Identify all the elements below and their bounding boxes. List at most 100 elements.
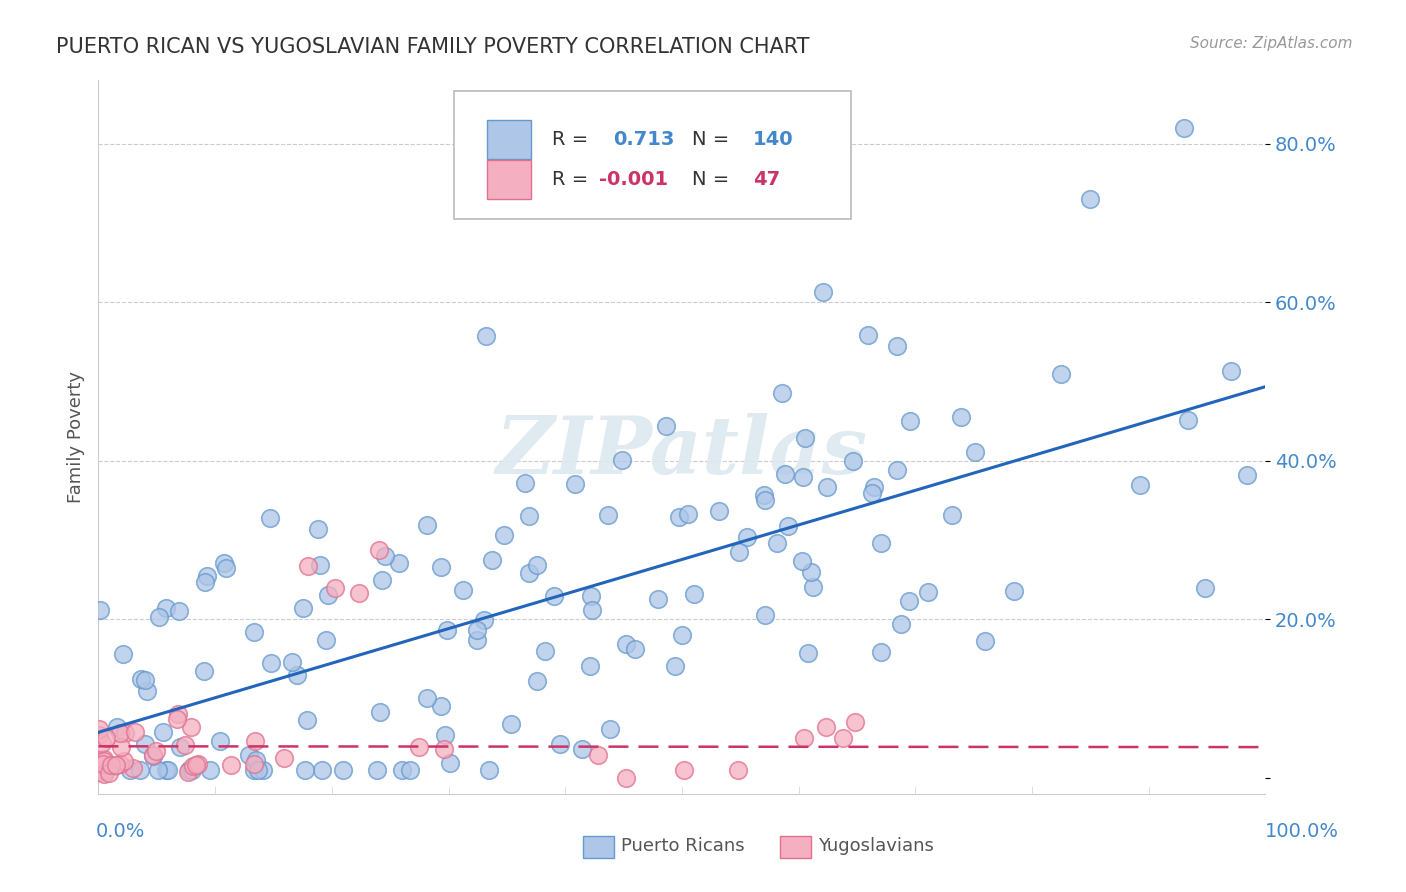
Point [152,724,174,739]
Bar [486,120,531,159]
Point [790,554,813,568]
Point [311,763,333,777]
Point [174,738,197,752]
Point [800,565,823,579]
Point [599,722,621,736]
Point [281,656,304,670]
Point [676,508,699,522]
Point [122,761,145,775]
Point [869,645,891,659]
Point [91,756,114,771]
Point [898,414,921,428]
Point [610,453,633,467]
Point [477,763,499,777]
Point [259,511,281,525]
Text: R =: R = [553,129,589,149]
Point [803,580,825,594]
Point [481,552,503,566]
Point [465,623,488,637]
Point [579,659,602,673]
Point [200,763,222,777]
Point [655,419,678,434]
Point [368,705,391,719]
Point [548,738,571,752]
Point [285,668,308,682]
Point [1236,468,1258,483]
Point [166,706,188,721]
Point [238,748,260,763]
Point [673,763,696,777]
Point [797,646,820,660]
Point [1194,581,1216,595]
Point [112,754,135,768]
Point [973,633,995,648]
Point [564,477,586,491]
Point [193,665,215,679]
Point [295,713,318,727]
Text: N =: N = [692,129,730,149]
Text: Yugoslavians: Yugoslavians [818,837,934,855]
Point [166,713,188,727]
Point [366,763,388,777]
Point [215,561,238,575]
Point [89,763,111,777]
Point [307,522,329,536]
Text: 100.0%: 100.0% [1264,822,1339,841]
Point [252,763,274,777]
Point [135,683,157,698]
Point [391,763,413,777]
Point [1220,364,1243,378]
Point [586,747,609,762]
Point [87,722,110,736]
Point [169,739,191,754]
Point [886,339,908,353]
Point [332,763,354,777]
Point [526,673,548,688]
Point [844,714,866,729]
Point [965,444,987,458]
Point [571,742,593,756]
Point [898,594,921,608]
Point [177,765,200,780]
Point [118,763,141,777]
Point [243,757,266,772]
Point [858,328,880,343]
Point [513,476,536,491]
Point [579,589,602,603]
Point [177,763,200,777]
Point [1080,192,1102,206]
Point [831,731,853,745]
Point [105,720,128,734]
Point [93,766,115,780]
Point [408,740,430,755]
Point [793,430,815,444]
Point [436,623,458,637]
Point [683,587,706,601]
Point [815,720,838,734]
Point [89,603,111,617]
Point [430,699,453,714]
Point [316,588,339,602]
Point [439,756,461,770]
Point [181,758,204,772]
Point [243,763,266,777]
Point [842,454,865,468]
Point [93,752,115,766]
Point [778,519,800,533]
Point [543,589,565,603]
Point [96,731,118,746]
Point [114,725,136,739]
Point [811,285,834,300]
Point [475,328,498,343]
Point [97,766,120,780]
Point [1129,478,1152,492]
Point [451,583,474,598]
Point [134,737,156,751]
Point [124,724,146,739]
Point [93,754,115,768]
Point [728,545,751,559]
Point [167,604,190,618]
Point [472,613,495,627]
Point [129,763,152,777]
Text: PUERTO RICAN VS YUGOSLAVIAN FAMILY POVERTY CORRELATION CHART: PUERTO RICAN VS YUGOSLAVIAN FAMILY POVER… [56,37,810,57]
